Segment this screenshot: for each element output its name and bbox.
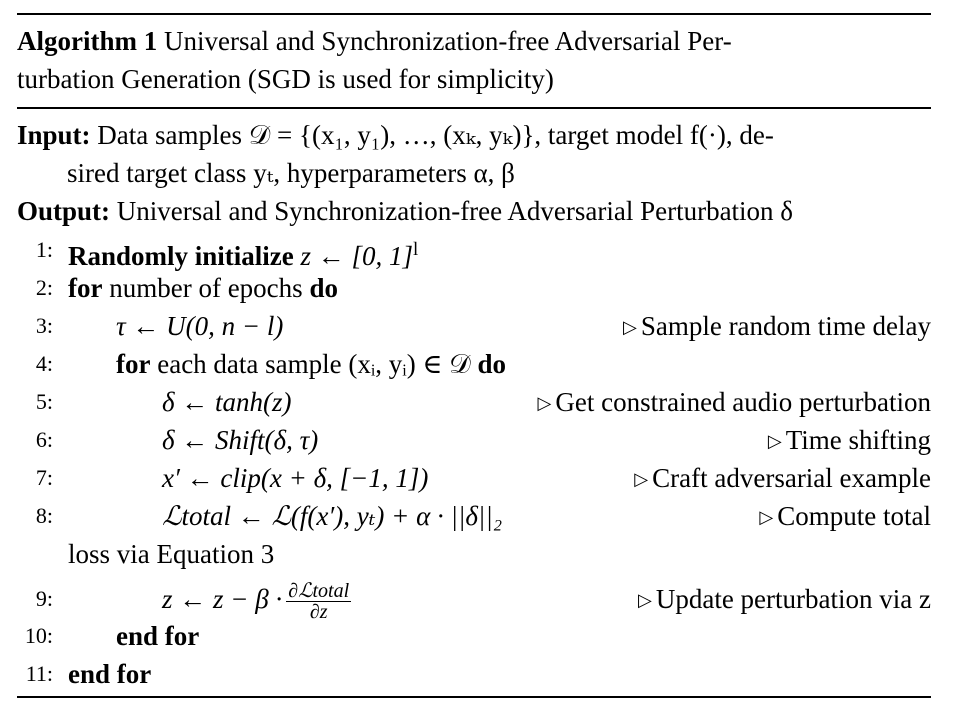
output-block: Output: Universal and Synchronization-fr… bbox=[17, 192, 931, 230]
keyword: end for bbox=[68, 659, 152, 689]
statement: δ ← tanh(z) bbox=[162, 387, 292, 417]
algo-line-2: 2: for number of epochs do bbox=[17, 269, 931, 307]
output-text: Universal and Synchronization-free Adver… bbox=[110, 196, 794, 226]
keyword: for bbox=[68, 273, 103, 303]
statement: z ← [0, 1] bbox=[293, 241, 414, 271]
algo-line-8-continuation: loss via Equation 3 bbox=[17, 535, 931, 573]
line-number: 8: bbox=[35, 503, 53, 528]
comment-triangle-icon: ▷ bbox=[638, 590, 652, 610]
line-number: 4: bbox=[35, 351, 53, 376]
algo-line-1: 1: Randomly initialize z ← [0, 1]l bbox=[17, 231, 931, 271]
algo-line-10: 10: end for bbox=[17, 617, 931, 655]
caption-text-2: turbation Generation (SGD is used for si… bbox=[17, 64, 554, 94]
caption-rule bbox=[17, 107, 931, 109]
input-line-2: sired target class yₜ, hyperparameters α… bbox=[67, 158, 515, 188]
line-number: 11: bbox=[25, 661, 53, 686]
keyword: Randomly initialize bbox=[68, 241, 294, 271]
line-number: 5: bbox=[35, 389, 53, 414]
input-label: Input: bbox=[17, 120, 91, 150]
comment-triangle-icon: ▷ bbox=[759, 507, 774, 527]
line-number: 2: bbox=[35, 275, 53, 300]
caption-text-1: Universal and Synchronization-free Adver… bbox=[157, 26, 732, 56]
line-number: 9: bbox=[35, 586, 53, 611]
algorithm-caption: Algorithm 1 Universal and Synchronizatio… bbox=[17, 22, 931, 98]
top-rule bbox=[17, 13, 931, 15]
fraction: ∂ℒtotal ∂z bbox=[286, 580, 352, 624]
comment-triangle-icon: ▷ bbox=[622, 317, 637, 337]
statement: x′ ← clip(x + δ, [−1, 1]) bbox=[162, 463, 429, 493]
line-number: 1: bbox=[35, 237, 53, 262]
statement: each data sample (xᵢ, yᵢ) ∈ 𝒟 bbox=[150, 349, 478, 379]
statement: δ ← Shift(δ, τ) bbox=[162, 425, 319, 455]
line-number: 7: bbox=[35, 465, 53, 490]
algo-line-5: 5: δ ← tanh(z) ▷ Get constrained audio pe… bbox=[17, 383, 931, 421]
fraction-numerator: ∂ℒtotal bbox=[286, 580, 352, 603]
algo-line-8: 8: ℒtotal ← ℒ(f(x′), yₜ) + α · ||δ||₂ ▷ C… bbox=[17, 497, 931, 535]
keyword-do: do bbox=[309, 273, 338, 303]
line-number: 10: bbox=[24, 623, 53, 648]
keyword: end for bbox=[116, 621, 200, 651]
algo-line-3: 3: τ ← U(0, n − l) ▷ Sample random time d… bbox=[17, 307, 931, 345]
comment: Update perturbation via z bbox=[655, 584, 931, 614]
algo-line-7: 7: x′ ← clip(x + δ, [−1, 1]) ▷ Craft adve… bbox=[17, 459, 931, 497]
input-line-1: Data samples 𝒟 = {(x₁, y₁), …, (xₖ, yₖ)}… bbox=[90, 120, 774, 150]
statement: τ ← U(0, n − l) bbox=[116, 311, 284, 341]
algorithm-label: Algorithm 1 bbox=[17, 26, 158, 56]
statement: z ← z − β · bbox=[162, 584, 283, 614]
comment-triangle-icon: ▷ bbox=[767, 431, 782, 451]
algo-line-11: 11: end for bbox=[17, 655, 931, 693]
algo-line-4: 4: for each data sample (xᵢ, yᵢ) ∈ 𝒟 do bbox=[17, 345, 931, 383]
comment-triangle-icon: ▷ bbox=[537, 393, 552, 413]
input-block: Input: Data samples 𝒟 = {(x₁, y₁), …, (x… bbox=[17, 116, 931, 192]
keyword: for bbox=[116, 349, 151, 379]
superscript: l bbox=[413, 239, 419, 260]
comment: Get constrained audio perturbation bbox=[555, 387, 931, 417]
comment-continuation: loss via Equation 3 bbox=[68, 539, 275, 569]
comment: Sample random time delay bbox=[640, 311, 931, 341]
comment: Time shifting bbox=[785, 425, 931, 455]
keyword-do: do bbox=[477, 349, 507, 379]
comment: Compute total bbox=[777, 501, 931, 531]
comment-triangle-icon: ▷ bbox=[634, 469, 649, 489]
comment: Craft adversarial example bbox=[652, 463, 931, 493]
bottom-rule bbox=[17, 696, 931, 698]
line-number: 3: bbox=[35, 313, 53, 338]
output-label: Output: bbox=[17, 196, 111, 226]
algo-line-9: 9: z ← z − β · ∂ℒtotal ∂z ▷ Update perturba… bbox=[17, 577, 931, 624]
algo-line-6: 6: δ ← Shift(δ, τ) ▷ Time shifting bbox=[17, 421, 931, 459]
statement: ℒtotal ← ℒ(f(x′), yₜ) + α · ||δ||₂ bbox=[162, 501, 503, 531]
fraction-denominator: ∂z bbox=[309, 601, 328, 624]
statement: number of epochs bbox=[102, 273, 310, 303]
line-number: 6: bbox=[35, 427, 53, 452]
